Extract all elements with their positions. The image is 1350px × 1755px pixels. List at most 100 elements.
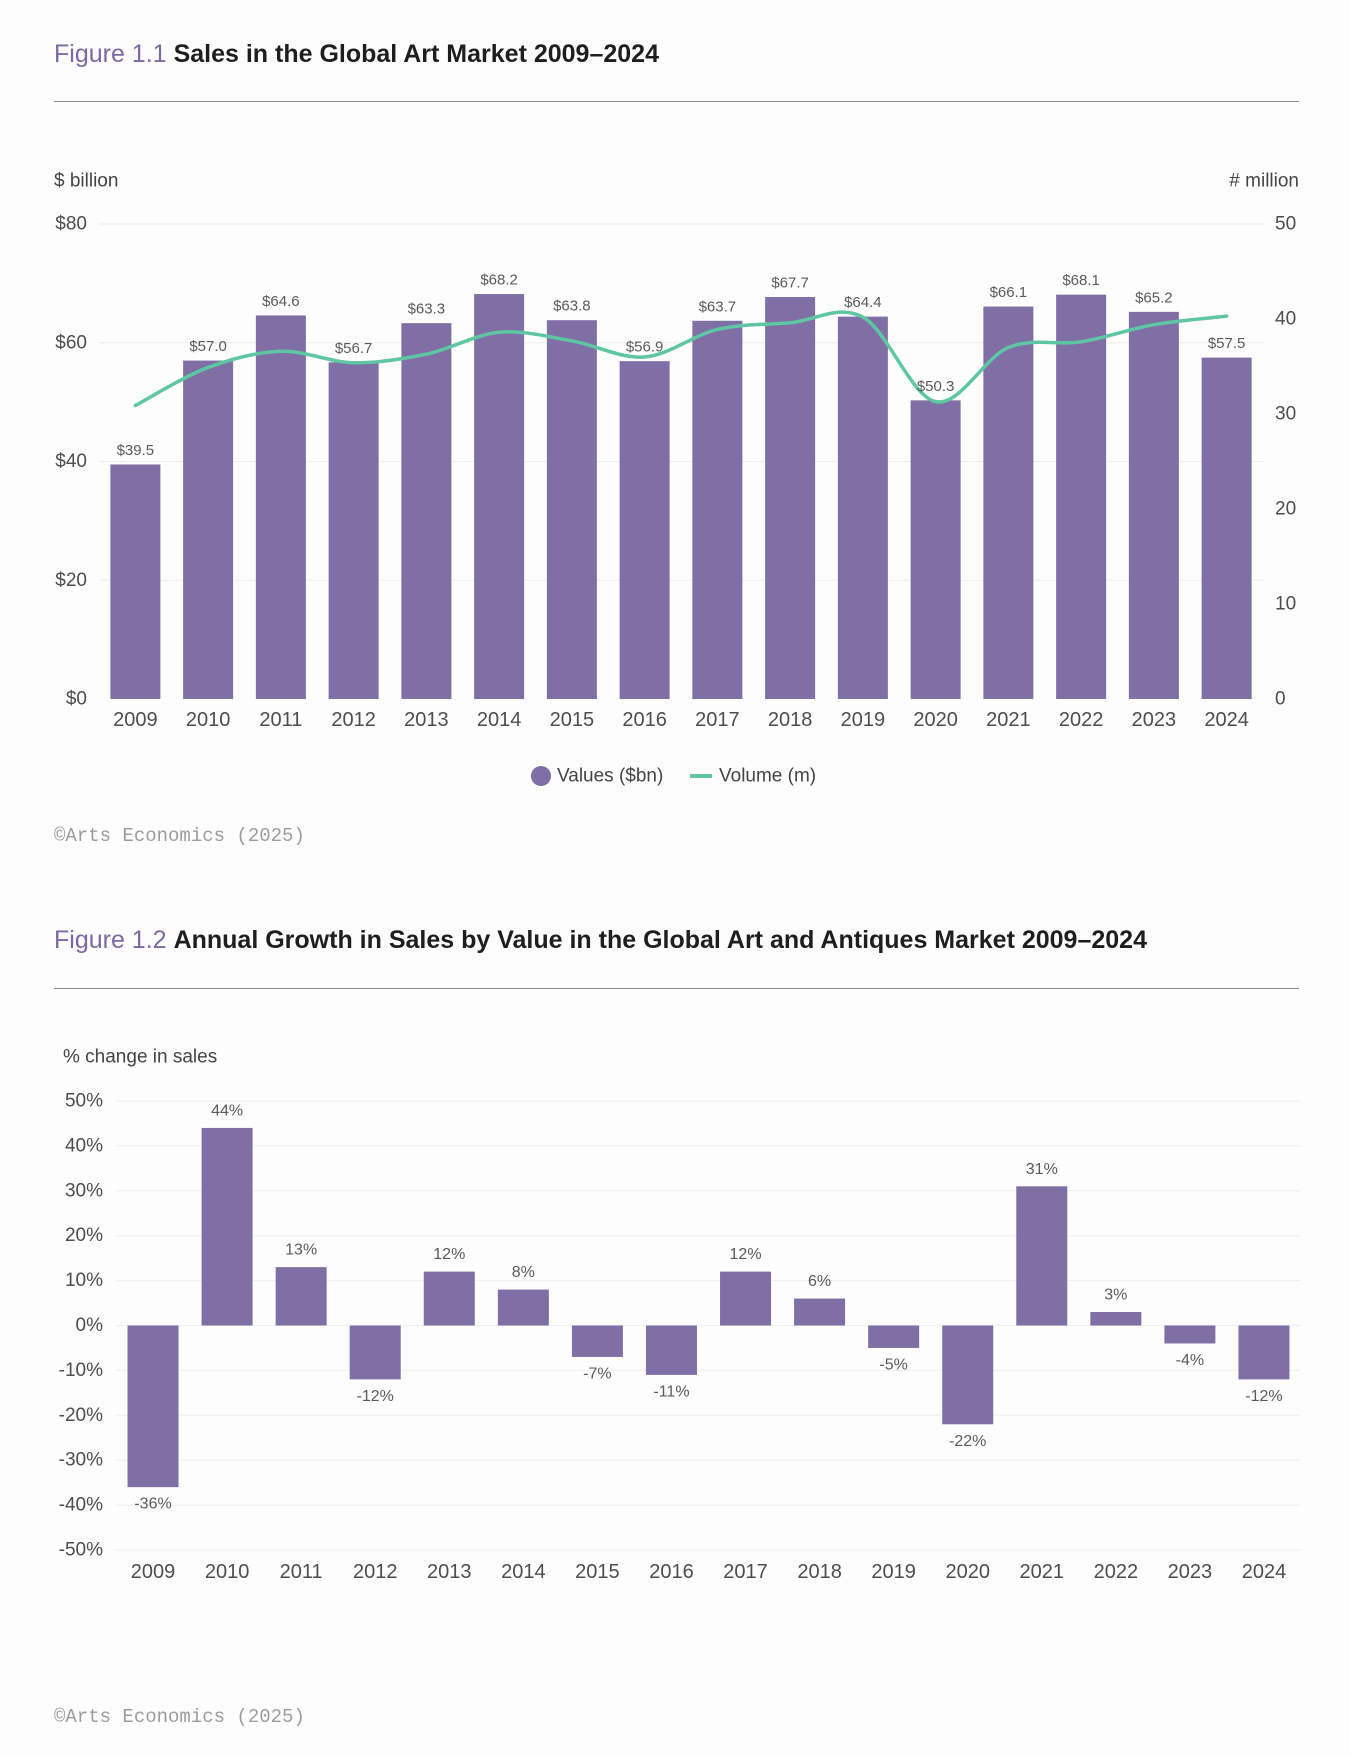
growth-bar-label-2013: 12%	[433, 1246, 465, 1263]
sales-bar-2021	[983, 306, 1034, 699]
x-tick-label-2011: 2011	[280, 1561, 323, 1583]
figure-title-text: Sales in the Global Art Market 2009–2024	[173, 40, 659, 68]
sales-bar-2011	[255, 315, 306, 699]
figure-title: Figure 1.1 Sales in the Global Art Market…	[54, 39, 659, 69]
sales-bar-2010	[183, 360, 234, 699]
y-tick-label: -40%	[59, 1495, 103, 1516]
figure-number: Figure 1.2	[54, 926, 167, 954]
growth-bar-label-2010: 44%	[211, 1102, 243, 1119]
y-tick-label: -50%	[59, 1540, 103, 1561]
growth-bar-label-2021: 31%	[1026, 1161, 1058, 1178]
growth-bar-label-2023: -4%	[1176, 1352, 1204, 1369]
growth-bar-label-2012: -12%	[357, 1388, 394, 1405]
legend-marker-values	[531, 766, 551, 786]
sales-bar-label-2016: $56.9	[626, 339, 664, 356]
growth-bar-label-2011: 13%	[285, 1242, 317, 1259]
figure-number: Figure 1.1	[54, 40, 167, 68]
sales-bar-label-2011: $64.6	[262, 293, 300, 310]
sales-bar-2016	[619, 361, 670, 699]
y-tick-label-right: 40	[1275, 309, 1296, 330]
growth-bar-2016	[645, 1325, 697, 1375]
x-tick-label-2012: 2012	[353, 1561, 398, 1583]
figure-title-text: Annual Growth in Sales by Value in the G…	[173, 926, 1147, 954]
growth-bar-label-2020: -22%	[949, 1433, 986, 1450]
sales-bar-label-2019: $64.4	[844, 294, 882, 311]
growth-bar-label-2018: 6%	[808, 1273, 831, 1290]
x-tick-label-2014: 2014	[501, 1561, 546, 1583]
y-tick-label: 10%	[65, 1270, 103, 1291]
x-tick-label-2013: 2013	[427, 1561, 472, 1583]
x-tick-label-2010: 2010	[186, 709, 231, 731]
x-tick-label-2017: 2017	[723, 1561, 768, 1583]
growth-bar-2022	[1090, 1312, 1142, 1326]
sales-bar-2019	[837, 316, 888, 699]
y-axis-title-right: # million	[1229, 171, 1299, 192]
sales-bar-2020	[910, 400, 961, 699]
y-tick-label-left: $20	[55, 570, 87, 591]
y-tick-label: 0%	[76, 1315, 104, 1336]
growth-bar-2010	[201, 1127, 253, 1326]
x-tick-label-2015: 2015	[550, 709, 595, 731]
volume-line	[133, 310, 1229, 408]
x-tick-label-2023: 2023	[1132, 709, 1177, 731]
growth-bar-2017	[720, 1271, 772, 1326]
x-tick-label-2017: 2017	[695, 709, 740, 731]
title-divider	[54, 101, 1299, 102]
x-tick-label-2018: 2018	[768, 709, 813, 731]
x-tick-label-2020: 2020	[913, 709, 958, 731]
x-tick-label-2018: 2018	[797, 1561, 842, 1583]
growth-bar-2013	[423, 1271, 475, 1326]
sales-bar-label-2009: $39.5	[117, 442, 155, 459]
growth-bar-label-2009: -36%	[134, 1496, 171, 1513]
y-tick-label-left: $80	[55, 214, 87, 235]
growth-bar-label-2024: -12%	[1245, 1388, 1282, 1405]
growth-bar-label-2017: 12%	[730, 1246, 762, 1263]
x-tick-label-2010: 2010	[205, 1561, 250, 1583]
sales-bar-2024	[1201, 357, 1252, 699]
sales-bar-label-2014: $68.2	[480, 272, 518, 289]
y-axis-title: % change in sales	[63, 1047, 217, 1068]
growth-bar-2023	[1164, 1325, 1216, 1344]
x-tick-label-2023: 2023	[1168, 1561, 1213, 1583]
y-tick-label-right: 50	[1275, 214, 1296, 235]
y-tick-label-left: $40	[55, 451, 87, 472]
y-tick-label: 50%	[65, 1091, 103, 1112]
sales-bar-2012	[328, 362, 379, 699]
legend-label-volume: Volume (m)	[719, 766, 816, 787]
source-credit: ©Arts Economics (2025)	[54, 825, 305, 847]
growth-bar-label-2015: -7%	[583, 1365, 611, 1382]
y-tick-label: 30%	[65, 1180, 103, 1201]
x-tick-label-2022: 2022	[1059, 709, 1104, 731]
sales-bar-label-2021: $66.1	[990, 284, 1028, 301]
x-tick-label-2021: 2021	[1020, 1561, 1065, 1583]
y-tick-label: 40%	[65, 1135, 103, 1156]
x-tick-label-2016: 2016	[649, 1561, 694, 1583]
source-credit: ©Arts Economics (2025)	[54, 1706, 305, 1728]
sales-bar-label-2012: $56.7	[335, 340, 373, 357]
figure-title: Figure 1.2 Annual Growth in Sales by Valu…	[54, 925, 1147, 955]
x-tick-label-2019: 2019	[871, 1561, 916, 1583]
y-tick-label-right: 0	[1275, 689, 1286, 710]
growth-bar-label-2019: -5%	[879, 1356, 907, 1373]
y-tick-label-left: $0	[66, 689, 87, 710]
y-axis-title-left: $ billion	[54, 171, 118, 192]
x-tick-label-2011: 2011	[259, 709, 302, 731]
sales-bar-label-2010: $57.0	[189, 338, 227, 355]
sales-bar-2015	[546, 320, 597, 699]
x-tick-label-2024: 2024	[1242, 1561, 1287, 1583]
y-tick-label: 20%	[65, 1225, 103, 1246]
y-tick-label: -10%	[59, 1360, 103, 1381]
sales-bar-2022	[1056, 294, 1107, 699]
x-tick-label-2012: 2012	[331, 709, 376, 731]
y-tick-label-left: $60	[55, 332, 87, 353]
sales-chart: $ billion # million $0 $20 $40 $60 $80 0 10 20 30 4…	[54, 171, 1299, 787]
growth-bar-2014	[497, 1289, 549, 1326]
x-tick-label-2009: 2009	[131, 1561, 176, 1583]
legend-label-values: Values ($bn)	[557, 766, 663, 787]
sales-bar-label-2015: $63.8	[553, 298, 591, 315]
sales-bar-label-2013: $63.3	[408, 301, 446, 318]
y-tick-label: -20%	[59, 1405, 103, 1426]
growth-bar-label-2016: -11%	[653, 1383, 689, 1400]
sales-bar-label-2024: $57.5	[1208, 335, 1246, 352]
x-tick-label-2022: 2022	[1094, 1561, 1139, 1583]
